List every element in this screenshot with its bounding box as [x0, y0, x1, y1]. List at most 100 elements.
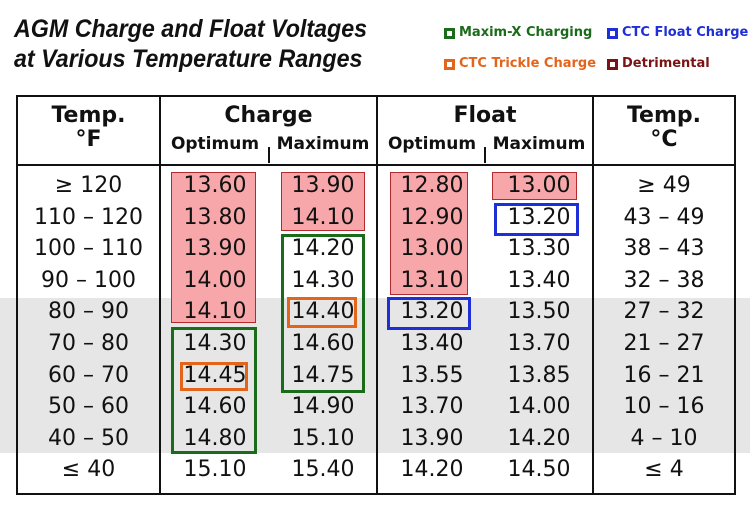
cell-float-maximum: 13.50 [507, 299, 571, 325]
legend-swatch-detrimental [607, 58, 618, 70]
cell-float-maximum: 14.50 [507, 457, 571, 483]
detrimental-fill-charge-maximum [281, 172, 365, 231]
detrimental-fill-charge-optimum [171, 172, 256, 323]
divider-after-temp-f [159, 95, 161, 495]
cell-temp-c: ≥ 49 [637, 173, 691, 198]
cell-charge-optimum: 14.60 [183, 394, 247, 420]
header-float-optimum: Optimum [387, 134, 477, 154]
cell-charge-optimum: 14.10 [183, 299, 247, 325]
cell-temp-c: 32 – 38 [623, 267, 705, 293]
title-line-2: at Various Temperature Ranges [14, 45, 363, 73]
cell-charge-maximum: 14.60 [291, 331, 355, 356]
header-temp-c-label: Temp. [626, 103, 702, 128]
cell-charge-maximum: 14.20 [291, 236, 355, 262]
legend-label-ctc-float: CTC Float Charge [622, 25, 749, 40]
cell-charge-optimum: 14.00 [183, 267, 247, 293]
cell-temp-f: 40 – 50 [48, 425, 129, 451]
header-temp-f-unit: °F [75, 127, 102, 152]
header-divider [16, 164, 736, 166]
cell-charge-optimum: 13.90 [183, 236, 247, 262]
detrimental-fill-float-optimum [390, 172, 468, 295]
cell-temp-f: 50 – 60 [48, 394, 129, 420]
header-temp-f-label: Temp. [51, 103, 126, 128]
cell-charge-optimum: 13.60 [183, 173, 247, 198]
trickle-box-charge-maximum [287, 297, 357, 328]
legend-swatch-ctc-trickle [444, 58, 455, 70]
cell-charge-maximum: 13.90 [291, 173, 355, 198]
header-float-maximum: Maximum [492, 134, 586, 154]
cell-float-optimum: 13.90 [400, 425, 464, 451]
legend-maxim-x: Maxim-X Charging [444, 25, 592, 41]
cell-temp-c: 4 – 10 [630, 425, 698, 451]
legend-ctc-trickle: CTC Trickle Charge [444, 56, 596, 72]
header-temp-f: Temp. °F [18, 104, 159, 152]
trickle-box-charge-optimum [180, 362, 248, 391]
cell-temp-f: 70 – 80 [48, 331, 129, 356]
legend-ctc-float: CTC Float Charge [607, 25, 748, 41]
cell-float-maximum: 13.40 [507, 267, 571, 293]
cell-charge-optimum: 14.80 [183, 425, 247, 451]
page-title: AGM Charge and Float Voltages at Various… [14, 14, 367, 74]
cell-float-maximum: 13.30 [507, 236, 571, 262]
charge-subheader-tick [268, 147, 270, 163]
cell-float-maximum: 13.20 [507, 204, 571, 230]
cell-float-optimum: 13.55 [400, 362, 464, 388]
header-charge-optimum: Optimum [170, 134, 260, 154]
cell-float-optimum: 13.40 [400, 331, 464, 356]
legend-label-maxim-x: Maxim-X Charging [459, 25, 593, 40]
legend-detrimental: Detrimental [607, 56, 710, 72]
cell-float-maximum: 14.00 [507, 394, 571, 420]
cell-temp-c: 21 – 27 [623, 331, 705, 356]
float-box-float-maximum [494, 203, 579, 236]
legend-swatch-ctc-float [607, 27, 618, 39]
cell-charge-maximum: 14.75 [291, 362, 355, 388]
cell-temp-c: 16 – 21 [623, 362, 705, 388]
cell-charge-optimum: 13.80 [183, 204, 247, 230]
cell-temp-f: 60 – 70 [48, 362, 129, 388]
title-line-1: AGM Charge and Float Voltages [14, 15, 368, 43]
legend-label-ctc-trickle: CTC Trickle Charge [459, 56, 597, 71]
cell-float-maximum: 13.00 [507, 173, 571, 198]
cell-temp-c: 43 – 49 [623, 204, 705, 230]
detrimental-fill-float-maximum [492, 172, 577, 200]
cell-charge-maximum: 14.30 [291, 267, 355, 293]
cell-float-maximum: 13.85 [507, 362, 571, 388]
cell-float-maximum: 14.20 [507, 425, 571, 451]
cell-float-optimum: 13.20 [400, 299, 464, 325]
legend-label-detrimental: Detrimental [622, 56, 710, 71]
cell-float-optimum: 12.90 [400, 204, 464, 230]
cell-temp-f: 110 – 120 [34, 204, 143, 230]
header-charge-maximum: Maximum [276, 134, 370, 154]
header-float: Float [453, 103, 517, 128]
cell-float-optimum: 14.20 [400, 457, 464, 483]
header-temp-c: Temp. °C [594, 104, 734, 152]
cell-float-optimum: 12.80 [400, 173, 464, 198]
cell-temp-c: 10 – 16 [623, 394, 705, 420]
cell-float-optimum: 13.00 [400, 236, 464, 262]
divider-after-float [592, 95, 594, 495]
cell-float-optimum: 13.70 [400, 394, 464, 420]
maxim-x-box-charge-optimum [171, 327, 257, 454]
cell-temp-f: ≥ 120 [54, 173, 123, 198]
cell-temp-f: 100 – 110 [34, 236, 143, 262]
cell-charge-optimum: 14.30 [183, 331, 247, 356]
cell-charge-maximum: 14.10 [291, 204, 355, 230]
cell-charge-maximum: 14.40 [291, 299, 355, 325]
cell-temp-f: ≤ 40 [61, 457, 116, 483]
cell-temp-f: 90 – 100 [41, 267, 136, 293]
cell-temp-c: ≤ 4 [644, 457, 684, 483]
cell-float-optimum: 13.10 [400, 267, 464, 293]
cell-temp-f: 80 – 90 [48, 299, 129, 325]
header-charge: Charge [224, 103, 313, 128]
cell-charge-maximum: 14.90 [291, 394, 355, 420]
cell-charge-optimum: 14.45 [183, 362, 247, 388]
divider-after-charge [376, 95, 378, 495]
cell-temp-c: 27 – 32 [623, 299, 705, 325]
float-subheader-tick [484, 147, 486, 163]
float-box-float-optimum [387, 297, 471, 330]
highlight-band [0, 298, 750, 453]
maxim-x-box-charge-maximum [281, 234, 365, 393]
cell-charge-maximum: 15.40 [291, 457, 355, 483]
cell-float-maximum: 13.70 [507, 331, 571, 356]
cell-temp-c: 38 – 43 [623, 236, 705, 262]
